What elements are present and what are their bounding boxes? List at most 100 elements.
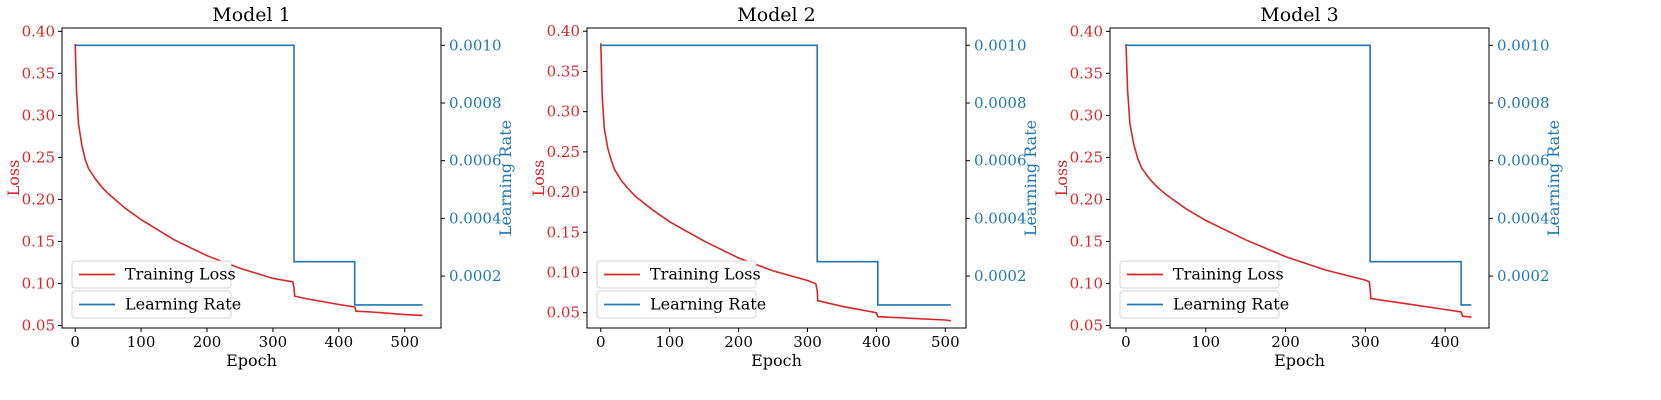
y2-tick-label: 0.0002 bbox=[974, 267, 1027, 285]
x-tick-label: 100 bbox=[655, 333, 684, 351]
y-tick-label: 0.35 bbox=[547, 62, 580, 80]
learning-rate-line bbox=[1126, 44, 1472, 306]
y2-axis-label: Learning Rate bbox=[1544, 120, 1563, 236]
legend-label: Learning Rate bbox=[125, 295, 241, 314]
chart-panel-2: 0 100 200 300 400 500 0.05 0.10 0.15 0.20 0.25 0.30… bbox=[529, 4, 1040, 370]
y-tick-label: 0.25 bbox=[22, 148, 55, 166]
y-tick-label: 0.25 bbox=[547, 143, 580, 161]
x-tick-label: 200 bbox=[1271, 333, 1300, 351]
legend-box bbox=[71, 260, 232, 289]
learning-rate-line bbox=[600, 44, 951, 306]
chart-panel-1: 0 100 200 300 400 500 0.05 0.10 0.15 0.20 0.25 0.30… bbox=[4, 4, 515, 370]
chart-title: Model 3 bbox=[1260, 4, 1339, 26]
legend-label: Learning Rate bbox=[650, 295, 766, 314]
y-tick-label: 0.30 bbox=[547, 103, 580, 121]
x-tick-label: 0 bbox=[1121, 333, 1131, 351]
y-tick-label: 0.25 bbox=[1070, 148, 1103, 166]
axes-frame bbox=[1109, 27, 1490, 329]
x-tick-label: 400 bbox=[325, 333, 354, 351]
y-tick-label: 0.20 bbox=[547, 183, 580, 201]
training-loss-line bbox=[74, 43, 423, 317]
legend-entry-training-loss: Training Loss bbox=[1119, 260, 1284, 289]
learning-rate-line bbox=[75, 44, 423, 306]
x-tick-label: 300 bbox=[259, 333, 288, 351]
y-tick-label: 0.40 bbox=[547, 22, 580, 40]
x-tick-label: 0 bbox=[70, 333, 80, 351]
y-tick-label: 0.05 bbox=[1070, 316, 1103, 334]
x-tick-label: 0 bbox=[596, 333, 606, 351]
chart-title: Model 1 bbox=[212, 4, 291, 26]
y2-tick-label: 0.0010 bbox=[974, 36, 1027, 54]
y2-tick-label: 0.0008 bbox=[449, 94, 502, 112]
legend-label: Learning Rate bbox=[1173, 295, 1289, 314]
y2-tick-label: 0.0010 bbox=[449, 36, 502, 54]
y2-tick-label: 0.0004 bbox=[974, 209, 1027, 227]
y-tick-label: 0.30 bbox=[1070, 106, 1103, 124]
y-axis-label: Loss bbox=[4, 160, 23, 197]
legend-box bbox=[1119, 260, 1280, 289]
y-tick-label: 0.40 bbox=[1070, 22, 1103, 40]
y-tick-label: 0.10 bbox=[1070, 274, 1103, 292]
y-tick-label: 0.20 bbox=[1070, 190, 1103, 208]
legend-label: Training Loss bbox=[1173, 265, 1284, 284]
legend-box bbox=[1119, 290, 1280, 319]
axes-frame bbox=[61, 27, 442, 329]
x-axis-label: Epoch bbox=[226, 351, 277, 370]
legend: Training Loss Learning Rate bbox=[71, 260, 241, 319]
legend-label: Training Loss bbox=[650, 265, 761, 284]
legend-box bbox=[596, 260, 757, 289]
x-tick-label: 200 bbox=[724, 333, 753, 351]
y-axis-label: Loss bbox=[1052, 160, 1071, 197]
y-tick-label: 0.20 bbox=[22, 190, 55, 208]
y-tick-label: 0.10 bbox=[547, 264, 580, 282]
y2-tick-label: 0.0004 bbox=[1497, 209, 1550, 227]
y2-tick-label: 0.0006 bbox=[1497, 152, 1550, 170]
y2-tick-label: 0.0006 bbox=[974, 152, 1027, 170]
y2-tick-label: 0.0006 bbox=[449, 152, 502, 170]
legend-label: Training Loss bbox=[125, 265, 236, 284]
x-tick-label: 100 bbox=[1191, 333, 1220, 351]
y-tick-label: 0.35 bbox=[22, 64, 55, 82]
y2-tick-label: 0.0002 bbox=[449, 267, 502, 285]
y2-tick-label: 0.0004 bbox=[449, 209, 502, 227]
x-tick-label: 200 bbox=[193, 333, 222, 351]
y-tick-label: 0.05 bbox=[22, 316, 55, 334]
legend-entry-learning-rate: Learning Rate bbox=[71, 290, 241, 319]
x-axis-label: Epoch bbox=[1274, 351, 1325, 370]
legend-entry-learning-rate: Learning Rate bbox=[596, 290, 766, 319]
x-tick-label: 300 bbox=[793, 333, 822, 351]
y2-tick-label: 0.0008 bbox=[1497, 94, 1550, 112]
y-tick-label: 0.10 bbox=[22, 274, 55, 292]
y2-axis-label: Learning Rate bbox=[1021, 120, 1040, 236]
chart-panel-3: 0 100 200 300 400 0.05 0.10 0.15 0.20 0.25 0.30 0.3… bbox=[1052, 4, 1563, 370]
y-tick-label: 0.35 bbox=[1070, 64, 1103, 82]
x-axis-label: Epoch bbox=[751, 351, 802, 370]
axes-frame bbox=[586, 27, 967, 329]
chart-title: Model 2 bbox=[737, 4, 816, 26]
training-loss-line bbox=[1125, 43, 1472, 318]
legend-box bbox=[71, 290, 232, 319]
y2-tick-label: 0.0002 bbox=[1497, 267, 1550, 285]
y-tick-label: 0.05 bbox=[547, 304, 580, 322]
x-tick-label: 300 bbox=[1351, 333, 1380, 351]
y2-tick-label: 0.0010 bbox=[1497, 36, 1550, 54]
y-tick-label: 0.30 bbox=[22, 106, 55, 124]
legend: Training Loss Learning Rate bbox=[1119, 260, 1289, 319]
training-loss-line bbox=[600, 43, 951, 322]
x-tick-label: 500 bbox=[931, 333, 960, 351]
x-tick-label: 400 bbox=[1431, 333, 1460, 351]
legend: Training Loss Learning Rate bbox=[596, 260, 766, 319]
y-tick-label: 0.40 bbox=[22, 22, 55, 40]
x-tick-label: 500 bbox=[390, 333, 419, 351]
y-axis-label: Loss bbox=[529, 160, 548, 197]
y-tick-label: 0.15 bbox=[22, 232, 55, 250]
legend-entry-training-loss: Training Loss bbox=[596, 260, 761, 289]
legend-entry-learning-rate: Learning Rate bbox=[1119, 290, 1289, 319]
legend-box bbox=[596, 290, 757, 319]
y-tick-label: 0.15 bbox=[1070, 232, 1103, 250]
y2-axis-label: Learning Rate bbox=[496, 120, 515, 236]
x-tick-label: 100 bbox=[127, 333, 156, 351]
y2-tick-label: 0.0008 bbox=[974, 94, 1027, 112]
y-tick-label: 0.15 bbox=[547, 223, 580, 241]
